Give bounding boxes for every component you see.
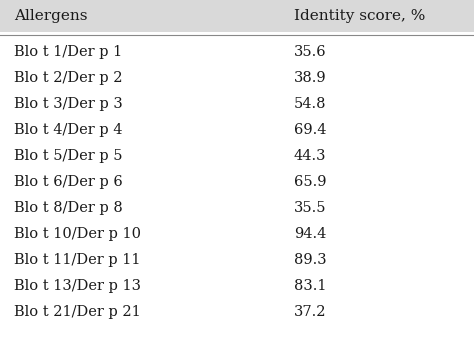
Text: 65.9: 65.9 — [294, 175, 327, 189]
Text: 69.4: 69.4 — [294, 123, 327, 137]
Text: Allergens: Allergens — [14, 9, 88, 23]
Text: Identity score, %: Identity score, % — [294, 9, 425, 23]
FancyBboxPatch shape — [0, 0, 474, 32]
Text: Blo t 5/Der p 5: Blo t 5/Der p 5 — [14, 149, 123, 163]
Text: 83.1: 83.1 — [294, 279, 327, 293]
Text: Blo t 21/Der p 21: Blo t 21/Der p 21 — [14, 305, 141, 319]
Text: Blo t 2/Der p 2: Blo t 2/Der p 2 — [14, 71, 123, 85]
Text: 54.8: 54.8 — [294, 97, 327, 111]
Text: 38.9: 38.9 — [294, 71, 327, 85]
Text: Blo t 6/Der p 6: Blo t 6/Der p 6 — [14, 175, 123, 189]
Text: 35.5: 35.5 — [294, 201, 327, 215]
Text: Blo t 3/Der p 3: Blo t 3/Der p 3 — [14, 97, 123, 111]
Text: Blo t 11/Der p 11: Blo t 11/Der p 11 — [14, 253, 141, 267]
Text: Blo t 4/Der p 4: Blo t 4/Der p 4 — [14, 123, 123, 137]
Text: Blo t 8/Der p 8: Blo t 8/Der p 8 — [14, 201, 123, 215]
Text: Blo t 13/Der p 13: Blo t 13/Der p 13 — [14, 279, 141, 293]
Text: 89.3: 89.3 — [294, 253, 327, 267]
Text: 94.4: 94.4 — [294, 227, 326, 241]
Text: 35.6: 35.6 — [294, 45, 327, 59]
Text: Blo t 1/Der p 1: Blo t 1/Der p 1 — [14, 45, 122, 59]
Text: Blo t 10/Der p 10: Blo t 10/Der p 10 — [14, 227, 141, 241]
Text: 37.2: 37.2 — [294, 305, 327, 319]
Text: 44.3: 44.3 — [294, 149, 327, 163]
